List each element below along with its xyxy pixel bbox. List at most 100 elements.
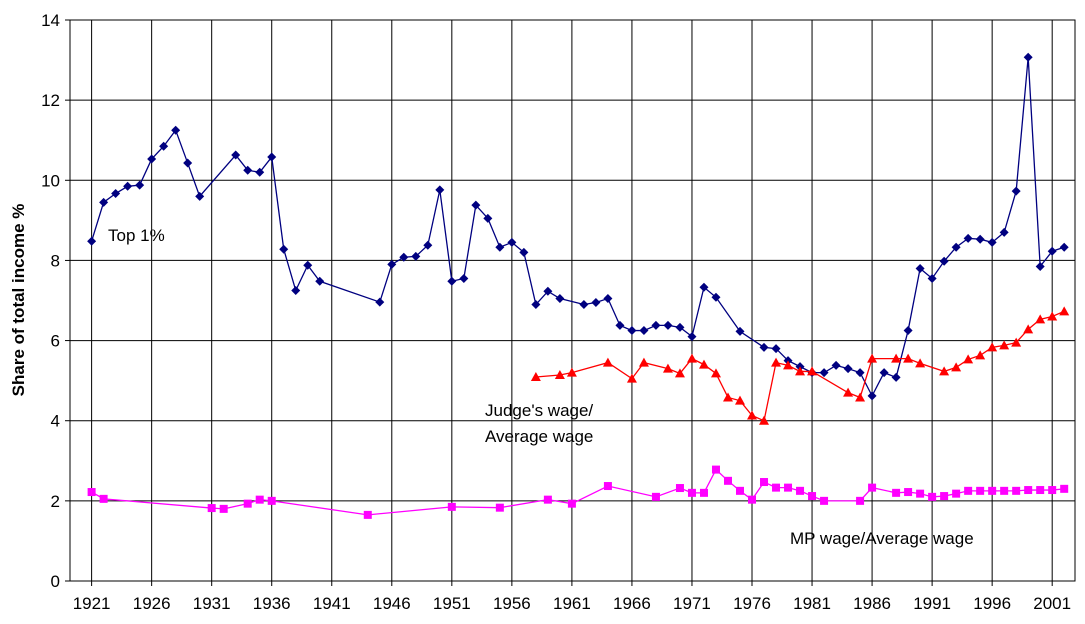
marker bbox=[783, 360, 794, 370]
marker bbox=[1012, 486, 1021, 495]
marker bbox=[495, 503, 504, 512]
marker bbox=[183, 158, 193, 168]
marker bbox=[867, 391, 877, 401]
marker bbox=[399, 252, 409, 262]
marker bbox=[147, 154, 157, 164]
x-tick-label: 1951 bbox=[433, 594, 471, 613]
marker bbox=[567, 499, 576, 508]
x-tick-label: 1976 bbox=[733, 594, 771, 613]
marker bbox=[195, 191, 205, 201]
series-label: Judge's wage/ bbox=[485, 401, 593, 420]
marker bbox=[579, 300, 589, 310]
marker bbox=[279, 244, 289, 254]
marker bbox=[975, 234, 985, 244]
marker bbox=[903, 326, 913, 336]
marker bbox=[879, 368, 889, 378]
marker bbox=[698, 359, 709, 369]
marker bbox=[820, 496, 829, 505]
marker bbox=[771, 357, 782, 367]
marker bbox=[674, 368, 685, 378]
marker bbox=[219, 504, 228, 513]
x-tick-label: 1926 bbox=[133, 594, 171, 613]
marker bbox=[903, 353, 914, 363]
x-tick-label: 1961 bbox=[553, 594, 591, 613]
marker bbox=[1024, 486, 1033, 495]
marker bbox=[1035, 261, 1045, 271]
marker bbox=[904, 488, 913, 497]
marker bbox=[964, 486, 973, 495]
y-tick-label: 4 bbox=[51, 412, 60, 431]
marker bbox=[87, 488, 96, 497]
marker bbox=[471, 200, 481, 210]
y-tick-label: 12 bbox=[41, 91, 60, 110]
marker bbox=[626, 373, 637, 383]
marker bbox=[111, 189, 121, 199]
marker bbox=[554, 370, 565, 380]
series-label: Top 1% bbox=[108, 226, 165, 245]
marker bbox=[315, 276, 325, 286]
x-tick-label: 1956 bbox=[493, 594, 531, 613]
marker bbox=[267, 152, 277, 162]
x-tick-label: 1931 bbox=[193, 594, 231, 613]
marker bbox=[796, 486, 805, 495]
y-tick-label: 0 bbox=[51, 572, 60, 591]
marker bbox=[939, 256, 949, 266]
marker bbox=[675, 322, 685, 332]
marker bbox=[566, 367, 577, 377]
marker bbox=[447, 502, 456, 511]
marker bbox=[892, 488, 901, 497]
marker bbox=[772, 483, 781, 492]
marker bbox=[411, 251, 421, 261]
marker bbox=[771, 344, 781, 354]
marker bbox=[447, 276, 457, 286]
marker bbox=[267, 496, 276, 505]
marker bbox=[1059, 242, 1069, 252]
marker bbox=[831, 360, 841, 370]
marker bbox=[687, 488, 696, 497]
marker bbox=[856, 496, 865, 505]
marker bbox=[603, 293, 613, 303]
marker bbox=[231, 150, 241, 160]
x-tick-label: 1996 bbox=[973, 594, 1011, 613]
marker bbox=[423, 240, 433, 250]
marker bbox=[675, 484, 684, 493]
marker bbox=[1047, 311, 1058, 321]
marker bbox=[987, 342, 998, 352]
marker bbox=[123, 181, 133, 191]
y-tick-label: 8 bbox=[51, 251, 60, 270]
x-tick-label: 1921 bbox=[73, 594, 111, 613]
marker bbox=[808, 492, 817, 501]
marker bbox=[976, 486, 985, 495]
marker bbox=[868, 483, 877, 492]
y-axis-label: Share of total income % bbox=[9, 204, 28, 397]
marker bbox=[988, 486, 997, 495]
marker bbox=[662, 363, 673, 373]
marker bbox=[819, 368, 829, 378]
marker bbox=[387, 259, 397, 269]
marker bbox=[891, 353, 902, 363]
marker bbox=[1000, 486, 1009, 495]
marker bbox=[891, 372, 901, 382]
x-tick-label: 1986 bbox=[853, 594, 891, 613]
marker bbox=[207, 504, 216, 513]
marker bbox=[1035, 314, 1046, 324]
marker bbox=[759, 415, 770, 425]
marker bbox=[940, 492, 949, 501]
marker bbox=[615, 320, 625, 330]
series-label: Average wage bbox=[485, 427, 593, 446]
marker bbox=[291, 285, 301, 295]
y-tick-label: 2 bbox=[51, 492, 60, 511]
marker bbox=[243, 165, 253, 175]
marker bbox=[711, 465, 720, 474]
y-tick-label: 6 bbox=[51, 332, 60, 351]
marker bbox=[603, 482, 612, 491]
x-tick-label: 1946 bbox=[373, 594, 411, 613]
plot-area bbox=[69, 19, 1076, 582]
marker bbox=[639, 326, 649, 336]
marker bbox=[699, 488, 708, 497]
marker bbox=[531, 300, 541, 310]
marker bbox=[663, 320, 673, 330]
marker bbox=[915, 263, 925, 273]
x-tick-label: 1971 bbox=[673, 594, 711, 613]
